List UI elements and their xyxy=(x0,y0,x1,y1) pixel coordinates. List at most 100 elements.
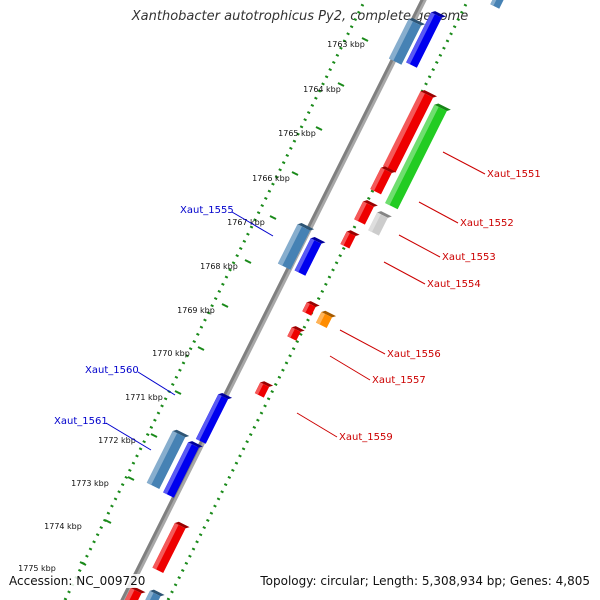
leader-Xaut_1560 xyxy=(137,371,176,396)
block-xaut-1553-grey-side xyxy=(377,211,392,218)
block-fwd-top-steel xyxy=(388,18,426,65)
block-xaut-1551-red-face xyxy=(382,91,434,173)
block-fwd-top-small xyxy=(490,0,504,9)
leader-Xaut_1551 xyxy=(442,151,486,175)
map-title: Xanthobacter autotrophicus Py2, complete… xyxy=(131,9,469,24)
block-xaut-1551-green xyxy=(385,103,451,210)
tick-mark xyxy=(127,476,135,481)
block-fwd-1773-side xyxy=(188,441,203,448)
block-xaut-1551-red-highlight xyxy=(382,91,425,169)
label-Xaut_1552: Xaut_1552 xyxy=(460,218,514,229)
label-leader-lines xyxy=(105,151,486,451)
label-Xaut_1559: Xaut_1559 xyxy=(339,432,393,443)
label-Xaut_1557: Xaut_1557 xyxy=(372,375,426,386)
block-xaut-1552-red-side xyxy=(381,166,396,173)
tick-mark xyxy=(174,390,182,395)
block-fwd-1771-highlight xyxy=(195,394,222,441)
block-rev-bottom-side xyxy=(130,586,146,594)
block-fwd-top-blue-side xyxy=(431,11,446,18)
genome-backbone xyxy=(120,0,427,600)
leader-Xaut_1556 xyxy=(339,329,386,355)
block-fwd-1773-highlight xyxy=(163,442,192,495)
block-rev-1774-highlight xyxy=(152,522,179,570)
block-fwd-1773 xyxy=(163,441,203,498)
tick-mark xyxy=(104,519,112,524)
block-fwd-top-steel-highlight xyxy=(388,19,413,61)
topology-text: Topology: circular; Length: 5,308,934 bp… xyxy=(258,574,592,588)
block-xaut-1556-orange-highlight xyxy=(315,311,326,325)
block-1769-red-side xyxy=(306,301,320,307)
block-xaut-1553-grey-highlight xyxy=(368,212,381,233)
scale-label-1773: 1773 kbp xyxy=(71,479,109,488)
tick-mark xyxy=(197,346,205,351)
block-xaut-1557 xyxy=(287,326,305,341)
block-xaut-1552-red2-highlight xyxy=(354,201,367,222)
block-xaut-1559-side xyxy=(260,381,274,387)
label-Xaut_1560: Xaut_1560 xyxy=(85,365,139,376)
block-xaut-1555-b-side xyxy=(310,237,326,244)
block-xaut-1552-red2-side xyxy=(363,200,378,207)
scale-label-1766: 1766 kbp xyxy=(252,174,290,183)
block-fwd-1771-side xyxy=(218,392,233,400)
block-xaut-1551-red-side xyxy=(420,90,438,98)
block-xaut-1555-a-side xyxy=(297,223,315,231)
backbone-line xyxy=(120,0,424,600)
dotted-line-outer-right xyxy=(166,0,470,600)
block-xaut-1554-side xyxy=(346,230,360,236)
leader-Xaut_1552 xyxy=(418,201,459,224)
block-1769-red xyxy=(302,301,320,316)
tick-mark xyxy=(150,433,158,438)
scale-label-1769: 1769 kbp xyxy=(177,306,215,315)
label-Xaut_1556: Xaut_1556 xyxy=(387,349,441,360)
tick-mark xyxy=(337,82,345,87)
scale-label-1765: 1765 kbp xyxy=(278,129,316,138)
block-xaut-1552-red-highlight xyxy=(370,167,385,191)
block-xaut-1561 xyxy=(146,429,190,490)
tick-dot-lines xyxy=(63,0,470,600)
block-rev-bottom xyxy=(124,586,146,600)
accession-text: Accession: NC_009720 xyxy=(7,574,148,588)
block-xaut-1555-a xyxy=(277,223,315,270)
scale-label-1772: 1772 kbp xyxy=(98,436,136,445)
leader-Xaut_1555 xyxy=(231,211,274,237)
scale-label-1771: 1771 kbp xyxy=(125,393,163,402)
leader-Xaut_1557 xyxy=(329,355,371,381)
feature-blocks xyxy=(124,0,504,600)
tick-mark xyxy=(361,37,369,42)
kbp-ticks: 1763 kbp 1764 kbp 1765 kbp 1766 kbp 1767 kbp… xyxy=(18,37,369,573)
block-xaut-1554 xyxy=(340,230,360,249)
scale-label-1763: 1763 kbp xyxy=(327,40,365,49)
scale-label-1767: 1767 kbp xyxy=(227,218,265,227)
block-xaut-1551-green-side xyxy=(434,103,451,111)
block-xaut-1557-highlight xyxy=(287,327,295,338)
block-fwd-top-steel-side xyxy=(408,18,426,26)
block-xaut-1553-grey xyxy=(368,211,392,236)
scale-label-1775: 1775 kbp xyxy=(18,564,56,573)
leader-Xaut_1561 xyxy=(105,422,152,451)
block-rev-1774 xyxy=(152,521,190,574)
block-xaut-1554-highlight xyxy=(340,231,350,246)
label-Xaut_1551: Xaut_1551 xyxy=(487,169,541,180)
label-Xaut_1554: Xaut_1554 xyxy=(427,279,481,290)
block-fwd-bottom-highlight xyxy=(145,590,154,600)
block-rev-1774-side xyxy=(174,521,190,529)
label-Xaut_1553: Xaut_1553 xyxy=(442,252,496,263)
tick-mark xyxy=(79,561,87,566)
block-xaut-1559 xyxy=(254,381,274,398)
block-fwd-top-blue xyxy=(406,11,446,68)
scale-label-1774: 1774 kbp xyxy=(44,522,82,531)
block-xaut-1557-side xyxy=(291,326,305,332)
backbone-shadow xyxy=(121,0,427,600)
label-Xaut_1555: Xaut_1555 xyxy=(180,205,234,216)
tick-mark xyxy=(269,215,277,220)
label-Xaut_1561: Xaut_1561 xyxy=(54,416,108,427)
scale-label-1768: 1768 kbp xyxy=(200,262,238,271)
scale-label-1764: 1764 kbp xyxy=(303,85,341,94)
leader-Xaut_1554 xyxy=(383,261,426,285)
block-xaut-1555-b-highlight xyxy=(294,238,315,273)
block-xaut-1555-a-highlight xyxy=(277,224,302,266)
leader-Xaut_1553 xyxy=(398,234,441,258)
tick-mark xyxy=(244,259,252,264)
block-xaut-1555-b xyxy=(294,237,326,276)
